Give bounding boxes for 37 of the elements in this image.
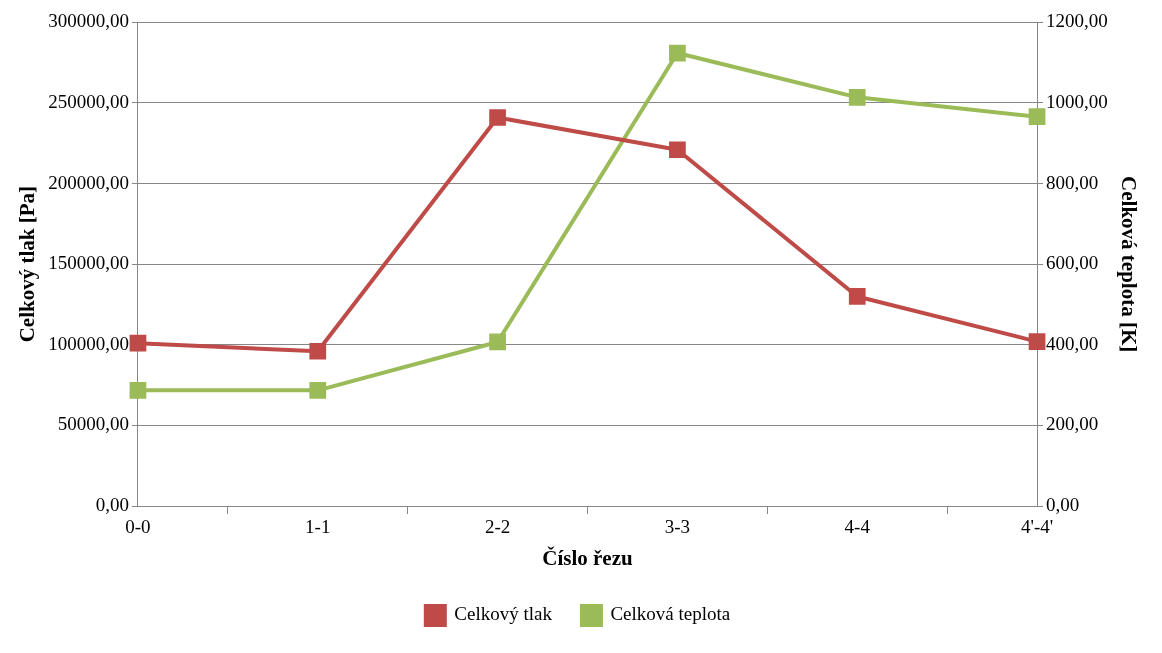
y-tick-label: 0,00 <box>95 493 129 515</box>
point <box>129 334 147 352</box>
x-tick-label: 0-0 <box>125 516 151 538</box>
y2-tick-label: 0,00 <box>1046 493 1080 515</box>
point <box>1028 333 1046 350</box>
x-tick-label: 4'-4' <box>1020 516 1054 538</box>
point <box>1028 108 1046 126</box>
y-tick-label: 100000,00 <box>48 332 129 354</box>
point <box>669 141 686 159</box>
y2-tick-label: 1200,00 <box>1046 10 1108 32</box>
y-axis-title: Celkový tlak [Pa] <box>15 186 40 343</box>
y2-tick-label: 400,00 <box>1046 332 1099 354</box>
legend-label: Celková teplota <box>610 603 731 625</box>
y2-axis-title: Celková teplota [K] <box>1116 176 1141 353</box>
y-tick-label: 300000,00 <box>48 10 129 32</box>
point <box>848 288 866 305</box>
x-tick-label: 3-3 <box>664 516 691 538</box>
x-tick-label: 1-1 <box>305 516 331 538</box>
y2-tick-label: 1000,00 <box>1046 90 1108 112</box>
x-tick-label: 2-2 <box>484 516 511 538</box>
y2-tick-label: 800,00 <box>1046 171 1099 193</box>
point <box>309 381 327 399</box>
x-axis-title: Číslo řezu <box>542 545 634 570</box>
point <box>489 333 506 351</box>
y2-tick-label: 200,00 <box>1046 413 1099 435</box>
y-tick-label: 200000,00 <box>48 171 129 193</box>
point <box>309 342 327 360</box>
point <box>489 109 506 126</box>
legend-label: Celkový tlak <box>454 603 553 625</box>
point <box>848 88 866 106</box>
y-tick-label: 150000,00 <box>48 252 129 274</box>
y-tick-label: 50000,00 <box>57 413 129 435</box>
point <box>129 381 147 399</box>
point <box>669 44 686 62</box>
y-tick-label: 250000,00 <box>48 90 129 112</box>
x-tick-label: 4-4 <box>844 516 871 538</box>
y2-tick-label: 600,00 <box>1046 252 1099 274</box>
